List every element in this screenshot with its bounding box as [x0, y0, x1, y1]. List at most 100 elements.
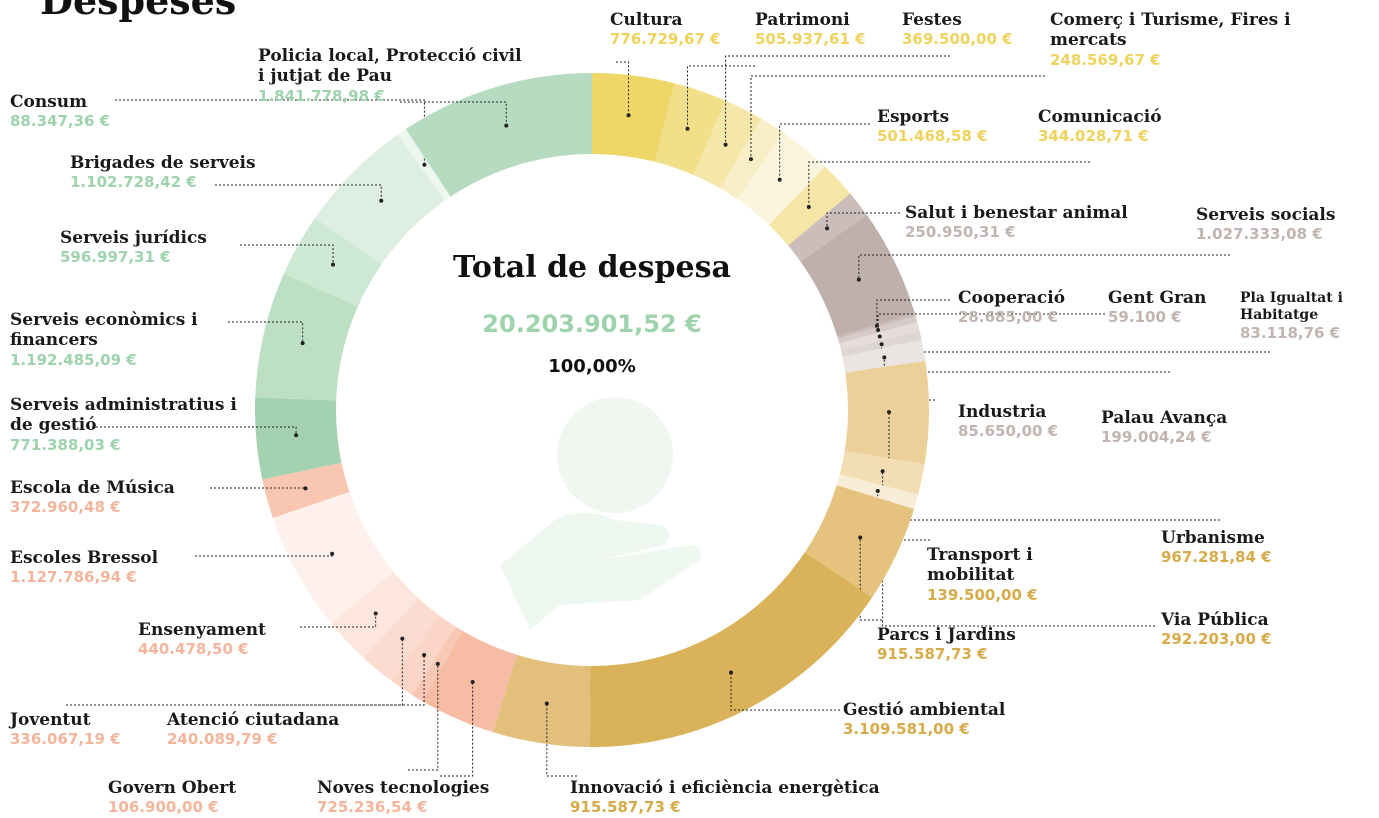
leader-line [616, 61, 630, 116]
leader-line [66, 638, 403, 706]
label-name: Cultura [610, 10, 683, 30]
segment-label: Cultura 776.729,67 € [610, 10, 750, 48]
center-title: Total de despesa [453, 250, 731, 285]
value-label: 771.388,03 € [10, 435, 121, 454]
leader-dot [886, 410, 891, 415]
donut-segment [800, 214, 915, 337]
leader-line [826, 212, 900, 229]
value-label: 28.685,00 € [958, 308, 1059, 327]
leader-dot [729, 670, 734, 675]
donut-segment [844, 360, 929, 465]
value-label: 776.729,67 € [610, 30, 721, 49]
value-label: 88.347,36 € [10, 112, 111, 131]
segment-label: Serveis administratius i de gestió 771.38… [10, 395, 260, 454]
segment-label: Festes 369.500,00 € [902, 10, 1042, 48]
value-label: 440.478,50 € [138, 640, 249, 659]
leader-line [876, 299, 950, 327]
segment-label: Cooperació 28.685,00 € [958, 288, 1108, 326]
value-label: 501.468,58 € [877, 127, 988, 146]
leader-dot [877, 334, 882, 339]
label-name: Pla Igualtat i Habitatge [1240, 290, 1343, 323]
leader-line [858, 254, 1230, 280]
segment-label: Pla Igualtat i Habitatge 83.118,76 € [1240, 290, 1360, 342]
value-label: 1.841.778,98 € [258, 86, 385, 105]
value-label: 596.997,31 € [60, 248, 171, 267]
label-name: Cooperació [958, 288, 1066, 308]
segment-label: Consum 88.347,36 € [10, 92, 120, 130]
segment-label: Palau Avança 199.004,24 € [1101, 408, 1251, 446]
leader-line [859, 537, 882, 621]
leader-dot [882, 355, 887, 360]
leader-dot [303, 486, 308, 491]
leader-dot [373, 611, 378, 616]
leader-line [879, 336, 1270, 353]
label-name: Ensenyament [138, 620, 266, 640]
value-label: 85.650,00 € [958, 422, 1059, 441]
value-label: 292.203,00 € [1161, 630, 1272, 649]
center-icon [500, 397, 702, 630]
segment-label: Govern Obert 106.900,00 € [108, 778, 288, 816]
label-name: Via Pública [1161, 610, 1269, 630]
value-label: 915.587,73 € [877, 645, 988, 664]
leader-dot [748, 157, 753, 162]
label-name: Noves tecnologies [317, 778, 490, 798]
value-label: 139.500,00 € [927, 585, 1038, 604]
leader-line [408, 663, 439, 771]
segment-label: Comunicació 344.028,71 € [1038, 107, 1208, 145]
segment-label: Escoles Bressol 1.127.786,94 € [10, 548, 210, 586]
leader-line [883, 357, 1170, 373]
label-name: Govern Obert [108, 778, 237, 798]
donut-segment [804, 485, 915, 598]
center-value: 20.203.901,52 € [482, 310, 702, 338]
segment-label: Joventut 336.067,19 € [10, 710, 160, 748]
value-label: 369.500,00 € [902, 30, 1013, 49]
donut-segment [255, 397, 342, 480]
segment-label: Parcs i Jardins 915.587,73 € [877, 625, 1057, 663]
segment-label: Industria 85.650,00 € [958, 402, 1098, 440]
label-name: Serveis econòmics i financers [10, 310, 198, 351]
leader-line [725, 55, 950, 145]
segment-label: Policia local, Protecció civil i jutjat … [258, 46, 533, 105]
value-label: 248.569,67 € [1050, 50, 1161, 69]
label-name: Serveis jurídics [60, 228, 207, 248]
donut-segment [255, 273, 358, 401]
label-name: Comunicació [1038, 107, 1162, 127]
leader-dot [875, 488, 880, 493]
value-label: 1.127.786,94 € [10, 568, 137, 587]
center-percent: 100,00% [548, 356, 636, 377]
segment-label: Brigades de serveis 1.102.728,42 € [70, 153, 310, 191]
label-name: Salut i benestar animal [905, 203, 1128, 223]
value-label: 336.067,19 € [10, 730, 121, 749]
leader-dot [504, 123, 509, 128]
leader-dot [544, 701, 549, 706]
leader-dot [626, 113, 631, 118]
value-label: 1.102.728,42 € [70, 173, 197, 192]
leader-dot [470, 679, 475, 684]
segment-label: Serveis jurídics 596.997,31 € [60, 228, 250, 266]
leader-dot [858, 535, 863, 540]
segment-label: Noves tecnologies 725.236,54 € [317, 778, 537, 816]
donut-segment [272, 492, 394, 624]
leader-dot [880, 469, 885, 474]
leader-dot [331, 262, 336, 267]
value-label: 505.937,61 € [755, 30, 866, 49]
leader-dot [806, 205, 811, 210]
leader-dot [422, 162, 427, 167]
leader-line [730, 672, 840, 711]
leader-dot [723, 142, 728, 147]
label-name: Brigades de serveis [70, 153, 256, 173]
value-label: 915.587,73 € [570, 798, 681, 817]
label-name: Industria [958, 402, 1047, 422]
value-label: 59.100 € [1108, 308, 1182, 327]
leader-dot [685, 126, 690, 131]
leader-line [882, 471, 1155, 627]
label-name: Atenció ciutadana [167, 710, 340, 730]
segment-label: Urbanisme 967.281,84 € [1161, 528, 1311, 566]
segment-label: Gestió ambiental 3.109.581,00 € [843, 700, 1063, 738]
leader-line [215, 184, 382, 201]
donut-segment [405, 73, 592, 197]
segment-label: Atenció ciutadana 240.089,79 € [167, 710, 387, 748]
label-name: Escola de Música [10, 478, 175, 498]
donut-segment [654, 83, 726, 175]
